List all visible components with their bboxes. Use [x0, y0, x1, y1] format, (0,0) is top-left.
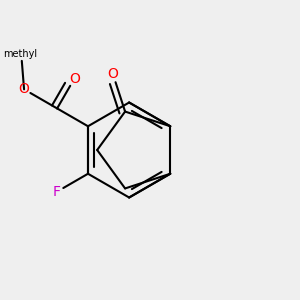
Text: O: O — [19, 82, 29, 96]
Text: O: O — [107, 67, 118, 80]
Text: F: F — [52, 185, 60, 199]
Text: O: O — [69, 72, 80, 86]
Text: methyl: methyl — [3, 49, 37, 59]
